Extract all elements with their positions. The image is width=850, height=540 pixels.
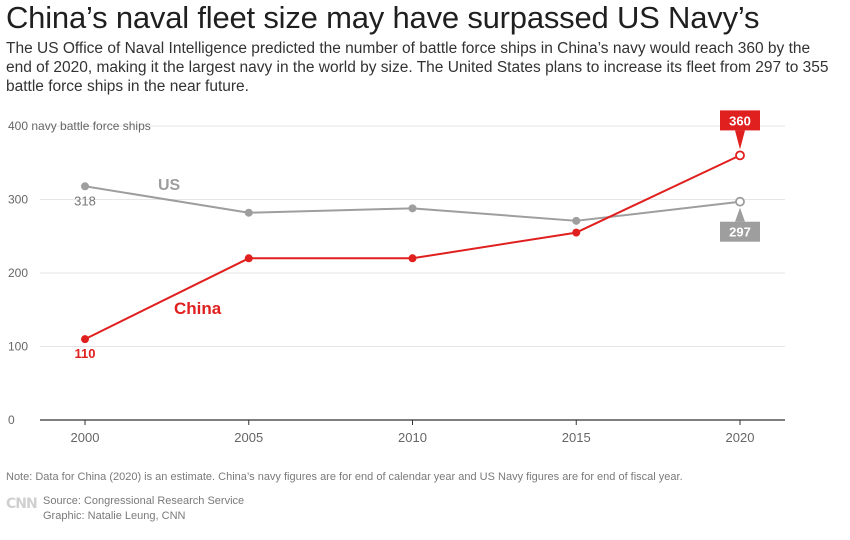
us-point: [572, 216, 581, 225]
us-point: [244, 208, 253, 217]
china-point: [81, 335, 89, 344]
chart-subtitle: The US Office of Naval Intelligence pred…: [6, 40, 829, 95]
us-point: [735, 196, 745, 207]
china-point: [244, 254, 253, 263]
y-axis: 0 100 200 300 400 navy battle force ships: [8, 119, 151, 427]
data-labels: US China 318 110 360 297: [74, 110, 760, 361]
us-end-value-label: 297: [729, 225, 751, 240]
line-chart: 0 100 200 300 400 navy battle force ships 20…: [8, 110, 785, 445]
y-tick-label: 0: [8, 413, 15, 427]
y-tick-label: 300: [8, 193, 28, 207]
china-end-value-label: 360: [729, 113, 751, 128]
gridlines: [40, 125, 785, 347]
cnn-logo: CNN: [6, 496, 38, 512]
x-axis: 2000 2005 2010 2015 2020: [40, 419, 785, 445]
y-tick-label: 400 navy battle force ships: [8, 119, 151, 133]
us-point: [81, 182, 89, 191]
graphic-credit: Graphic: Natalie Leung, CNN: [43, 510, 186, 522]
china-start-value-label: 110: [75, 346, 96, 361]
china-end-callout-pointer: [735, 130, 745, 150]
us-point: [408, 204, 417, 213]
us-start-value-label: 318: [74, 193, 96, 208]
china-point: [408, 254, 417, 263]
x-tick-label: 2010: [398, 430, 427, 445]
source-credit: Source: Congressional Research Service: [43, 495, 245, 507]
us-series-label: US: [158, 177, 181, 194]
chart-note: Note: Data for China (2020) is an estima…: [6, 471, 683, 483]
series-layer: [81, 150, 745, 344]
x-tick-label: 2005: [234, 430, 263, 445]
china-point: [735, 150, 745, 161]
us-end-callout-pointer: [735, 207, 745, 222]
chart-title: China’s naval fleet size may have surpas…: [6, 0, 760, 35]
china-end-callout-box: [720, 110, 760, 131]
x-tick-label: 2020: [726, 430, 755, 445]
china-point: [572, 228, 581, 237]
us-end-callout-box: [720, 221, 760, 242]
x-tick-label: 2000: [71, 430, 100, 445]
x-tick-label: 2015: [562, 430, 591, 445]
y-tick-label: 200: [8, 266, 28, 280]
china-series-label: China: [174, 299, 222, 318]
y-tick-label: 100: [8, 340, 28, 354]
us-series-line: [84, 185, 741, 222]
